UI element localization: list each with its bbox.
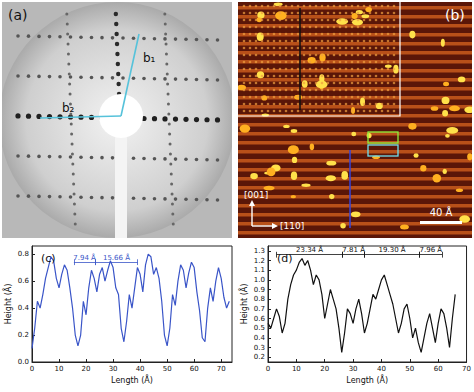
svg-text:(c): (c) [41,252,56,265]
svg-text:23.34 Å: 23.34 Å [296,245,323,254]
svg-text:0.7: 0.7 [254,305,265,313]
svg-text:19.30 Å: 19.30 Å [379,245,406,254]
svg-text:b₁: b₁ [143,51,156,65]
svg-text:40: 40 [377,365,386,373]
svg-text:0.4: 0.4 [254,334,266,342]
svg-text:30: 30 [349,365,358,373]
svg-text:[001]: [001] [244,190,268,200]
svg-text:0.5: 0.5 [254,324,265,332]
svg-text:50: 50 [405,365,414,373]
svg-text:0: 0 [30,365,34,373]
svg-text:40 Å: 40 Å [430,206,453,218]
svg-text:0.0: 0.0 [18,358,29,366]
svg-text:1.0: 1.0 [254,276,265,284]
svg-text:Length (Å): Length (Å) [346,374,388,385]
svg-text:10: 10 [55,365,64,373]
svg-text:0.8: 0.8 [18,250,29,258]
svg-text:30: 30 [109,365,118,373]
svg-text:0.3: 0.3 [254,344,265,352]
svg-text:[110]: [110] [280,221,304,231]
svg-text:0.8: 0.8 [254,295,265,303]
svg-text:1.1: 1.1 [254,266,265,274]
svg-text:0.6: 0.6 [254,315,266,323]
svg-text:Length (Å): Length (Å) [111,374,153,385]
svg-text:b₂: b₂ [62,101,75,115]
svg-text:0.2: 0.2 [254,353,265,361]
svg-text:20: 20 [320,365,329,373]
svg-text:0: 0 [266,365,270,373]
svg-text:0.6: 0.6 [18,277,30,285]
svg-text:15.66 Å: 15.66 Å [103,253,130,262]
svg-text:(d): (d) [277,252,293,265]
svg-text:(a): (a) [8,7,28,23]
svg-text:7.81 Å: 7.81 Å [342,245,365,254]
svg-text:0.2: 0.2 [18,331,29,339]
svg-text:20: 20 [82,365,91,373]
svg-text:10: 10 [292,365,301,373]
svg-text:(b): (b) [445,7,465,23]
svg-text:7.96 Å: 7.96 Å [420,245,443,254]
svg-text:1.2: 1.2 [254,257,265,265]
svg-text:Height (Å): Height (Å) [238,284,249,325]
svg-text:Height (Å): Height (Å) [2,284,13,325]
svg-text:60: 60 [190,365,199,373]
svg-text:40: 40 [136,365,145,373]
svg-text:70: 70 [462,365,471,373]
svg-text:70: 70 [217,365,226,373]
svg-text:50: 50 [163,365,172,373]
svg-text:0.9: 0.9 [254,286,265,294]
svg-text:0.4: 0.4 [18,304,30,312]
svg-text:60: 60 [434,365,443,373]
svg-text:1.3: 1.3 [254,247,265,255]
svg-text:7.94 Å: 7.94 Å [73,253,96,262]
